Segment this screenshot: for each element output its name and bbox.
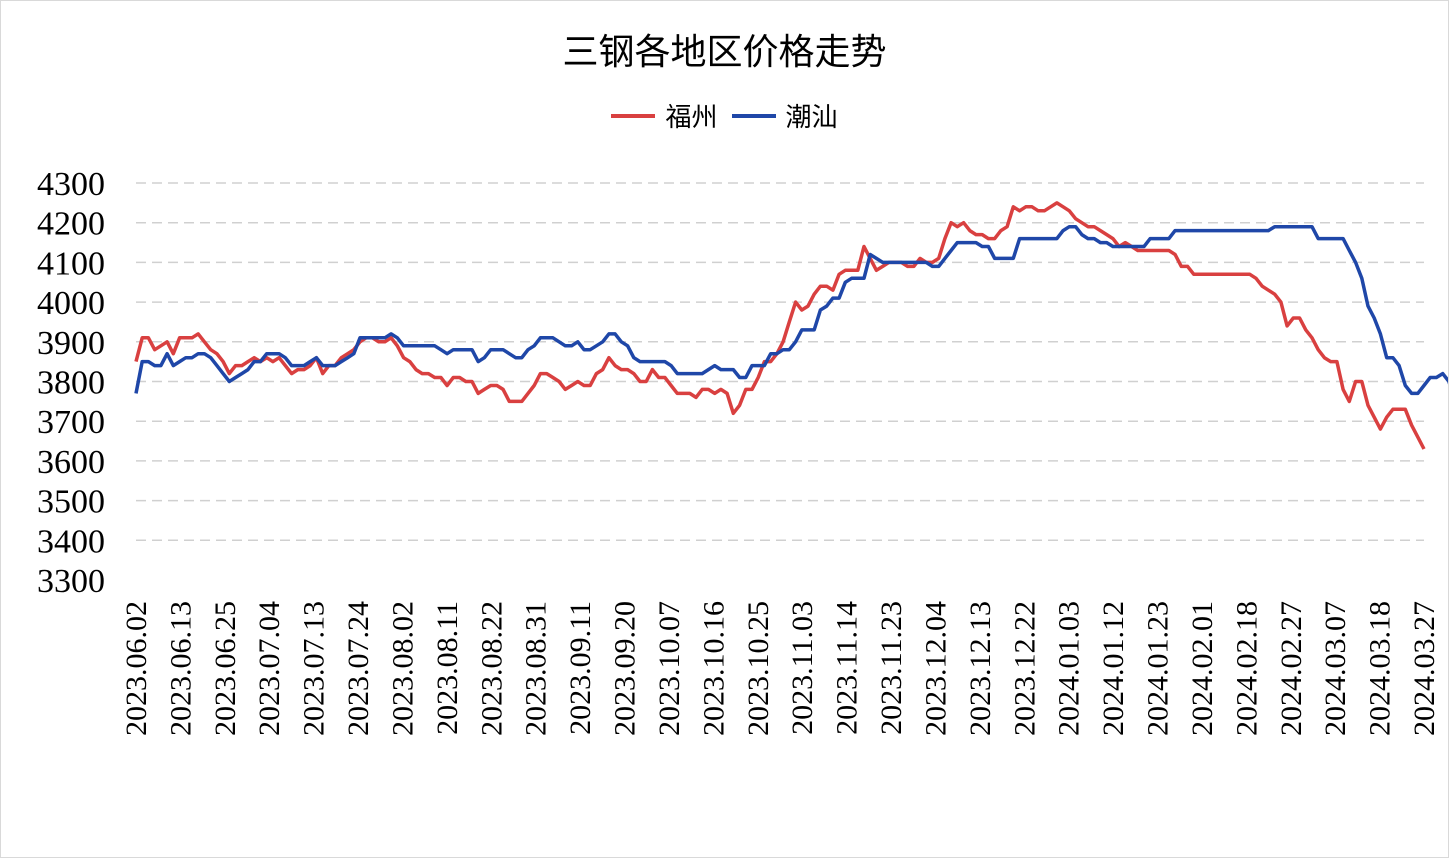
x-tick-label: 2023.12.22: [1008, 601, 1041, 736]
x-tick-label: 2024.01.03: [1053, 601, 1086, 736]
x-tick-label: 2023.12.13: [964, 601, 997, 736]
y-tick-label: 3400: [37, 523, 105, 560]
x-tick-label: 2023.11.14: [831, 601, 864, 735]
y-tick-label: 4000: [37, 285, 105, 322]
y-tick-label: 3900: [37, 325, 105, 362]
x-tick-label: 2024.03.07: [1319, 601, 1352, 736]
x-tick-label: 2023.06.02: [120, 601, 153, 736]
legend: 福州 潮汕: [1, 97, 1448, 134]
y-tick-label: 3300: [37, 563, 105, 600]
x-tick-label: 2023.07.04: [253, 601, 286, 736]
x-tick-label: 2023.10.25: [742, 601, 775, 736]
x-tick-label: 2023.08.22: [475, 601, 508, 736]
y-tick-label: 3600: [37, 444, 105, 481]
y-axis: 3300340035003600370038003900400041004200…: [37, 166, 105, 600]
x-tick-label: 2023.12.04: [919, 601, 952, 736]
x-tick-label: 2023.08.31: [520, 601, 553, 736]
y-tick-label: 3500: [37, 484, 105, 521]
x-tick-label: 2023.07.13: [298, 601, 331, 736]
x-tick-label: 2024.03.18: [1364, 601, 1397, 736]
legend-swatch-chaoshan: [731, 113, 776, 118]
x-tick-label: 2023.09.20: [609, 601, 642, 736]
y-tick-label: 4200: [37, 206, 105, 243]
legend-label-chaoshan: 潮汕: [785, 103, 838, 133]
legend-item-chaoshan: 潮汕: [731, 97, 838, 134]
x-tick-label: 2023.10.07: [653, 601, 686, 736]
series-line-chaoshan: [134, 224, 1448, 396]
x-tick-label: 2023.07.24: [342, 601, 375, 736]
x-tick-label: 2024.02.01: [1186, 601, 1219, 736]
series-lines: [134, 201, 1448, 450]
y-tick-label: 4100: [37, 245, 105, 282]
x-tick-label: 2024.02.27: [1275, 601, 1308, 736]
x-tick-label: 2024.02.18: [1230, 601, 1263, 736]
chart-title: 三钢各地区价格走势: [562, 32, 887, 73]
x-tick-label: 2023.08.11: [431, 601, 464, 735]
x-tick-label: 2023.08.02: [386, 601, 419, 736]
x-tick-label: 2023.09.11: [564, 601, 597, 735]
x-tick-label: 2023.10.16: [697, 601, 730, 736]
y-tick-label: 4300: [37, 166, 105, 203]
legend-item-fuzhou: 福州: [611, 97, 718, 134]
gridlines: [136, 182, 1424, 542]
y-tick-label: 3700: [37, 404, 105, 441]
legend-label-fuzhou: 福州: [665, 103, 718, 133]
x-tick-label: 2023.06.13: [164, 601, 197, 736]
x-tick-label: 2024.01.12: [1097, 601, 1130, 736]
x-tick-label: 2024.03.27: [1408, 601, 1441, 736]
legend-swatch-fuzhou: [611, 113, 656, 118]
x-tick-label: 2023.11.03: [786, 601, 819, 735]
y-tick-label: 3800: [37, 365, 105, 402]
x-tick-label: 2023.11.23: [875, 601, 908, 735]
x-tick-label: 2024.01.23: [1142, 601, 1175, 736]
x-tick-label: 2023.06.25: [209, 601, 242, 736]
x-axis: 2023.06.02 2023.06.13 2023.06.25 2023.07.04…: [120, 601, 1441, 736]
series-line-fuzhou: [134, 201, 1426, 450]
